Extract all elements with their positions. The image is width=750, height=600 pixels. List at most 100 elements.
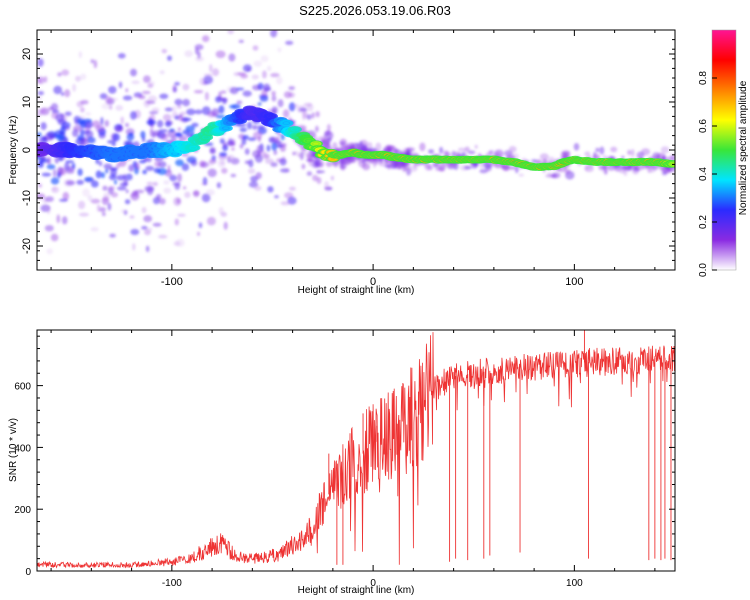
spectrogram-noise-blob (84, 120, 93, 129)
spectrogram-noise-blob (177, 213, 186, 217)
spectrogram-noise-blob (108, 86, 117, 94)
spectrogram-noise-blob (112, 133, 121, 142)
spectrogram-noise-blob (595, 147, 600, 153)
spectrogram-noise-blob (277, 132, 282, 137)
spectrogram-noise-blob (202, 177, 208, 186)
spectrogram-noise-blob (138, 95, 146, 100)
spectrogram-noise-blob (87, 136, 96, 144)
spectrogram-noise-blob (132, 243, 136, 251)
spectrogram-noise-blob (156, 120, 164, 128)
spectrogram-noise-blob (140, 130, 146, 139)
spectrogram-noise-blob (235, 87, 245, 91)
spectrogram-noise-blob (174, 98, 183, 106)
spectrogram-noise-blob (80, 100, 89, 105)
spectrogram-noise-blob (298, 107, 308, 112)
spectrogram-noise-blob (545, 174, 555, 178)
spectrogram-noise-blob (221, 167, 228, 174)
spectrogram-y-tick-label: 10 (21, 96, 33, 108)
spectrogram-noise-blob (280, 201, 291, 206)
spectrogram-noise-blob (439, 146, 444, 154)
spectrogram-noise-blob (326, 124, 331, 132)
spectrogram-noise-blob (197, 51, 201, 59)
spectrogram-noise-blob (261, 89, 268, 97)
spectrogram-noise-blob (65, 180, 76, 186)
spectrogram-noise-blob (398, 166, 402, 170)
colorbar-frame (711, 29, 737, 271)
spectrogram-noise-blob (277, 99, 284, 108)
spectrogram-noise-blob (220, 90, 227, 94)
figure-title: S225.2026.053.19.06.R03 (299, 3, 451, 18)
spectrogram-noise-blob (84, 177, 93, 182)
spectrogram-noise-blob (367, 142, 373, 150)
spectrogram-noise-blob (184, 191, 191, 198)
spectrogram-noise-blob (37, 161, 44, 168)
snr-frame (36, 329, 676, 572)
spectrogram-noise-blob (252, 150, 261, 158)
spectrogram-noise-blob (145, 100, 156, 105)
spectrogram-noise-blob (125, 189, 129, 194)
spectrogram-noise-blob (311, 112, 315, 119)
spectrogram-noise-blob (547, 156, 555, 163)
spectrogram-noise-blob (238, 39, 244, 44)
spectrogram-noise-blob (186, 133, 193, 138)
spectrogram-noise-blob (270, 73, 280, 78)
spectrogram-noise-blob (201, 193, 211, 203)
spectrogram-noise-blob (204, 17, 211, 24)
spectrogram-noise-blob (164, 107, 173, 112)
spectrogram-noise-blob (163, 187, 171, 194)
spectrogram-noise-blob (262, 70, 267, 79)
spectrogram-noise-blob (220, 161, 225, 165)
spectrogram-noise-blob (182, 186, 187, 190)
spectrogram-noise-blob (174, 133, 183, 138)
spectrogram-noise-blob (306, 114, 312, 120)
colorbar-label: Normalized spectral amplitude (738, 80, 749, 215)
spectrogram-noise-blob (110, 97, 119, 101)
spectrogram-noise-blob (38, 183, 42, 188)
spectrogram-noise-blob (182, 117, 192, 122)
spectrogram-noise-blob (178, 135, 188, 142)
spectrogram-ridge-point (245, 115, 251, 119)
spectrogram-noise-blob (57, 72, 62, 77)
spectrogram-noise-blob (315, 111, 320, 118)
snr-x-tick-label: 0 (370, 578, 376, 589)
spectrogram-noise-blob (145, 245, 150, 252)
spectrogram-noise-blob (205, 189, 215, 196)
spectrogram-noise-blob (76, 179, 84, 185)
spectrogram-noise-blob (173, 197, 182, 206)
spectrogram-noise-blob (242, 90, 252, 97)
spectrogram-noise-blob (163, 180, 170, 185)
spectrogram-noise-blob (464, 146, 470, 153)
spectrogram-noise-blob (518, 173, 525, 177)
spectrogram-noise-blob (633, 167, 640, 172)
spectrogram-ridge-point (306, 139, 312, 142)
spectrogram-noise-blob (259, 95, 269, 102)
spectrogram-noise-blob (109, 104, 113, 110)
spectrogram-y-tick-label: -10 (21, 190, 33, 206)
spectrogram-noise-blob (61, 216, 68, 225)
spectrogram-ridge-point (172, 152, 178, 155)
spectrogram-noise-blob (326, 142, 331, 149)
spectrogram-noise-blob (435, 167, 445, 172)
spectrogram-noise-blob (111, 142, 116, 147)
spectrogram-noise-blob (143, 75, 151, 83)
spectrogram-noise-blob (242, 135, 249, 140)
spectrogram-noise-blob (158, 234, 168, 239)
spectrogram-noise-blob (216, 182, 222, 189)
spectrogram-noise-blob (447, 162, 457, 168)
spectrogram-noise-blob (184, 50, 193, 58)
spectrogram-noise-blob (610, 146, 618, 153)
spectrogram-noise-blob (573, 143, 580, 151)
spectrogram-noise-blob (90, 198, 101, 204)
spectrogram-x-axis-label: Height of straight line (km) (298, 285, 415, 296)
spectrogram-noise-blob (147, 227, 153, 232)
spectrogram-noise-blob (209, 64, 213, 73)
spectrogram-noise-blob (285, 40, 294, 46)
spectrogram-noise-blob (244, 160, 251, 165)
spectrogram-noise-blob (252, 84, 261, 91)
spectrogram-noise-blob (142, 169, 148, 175)
colorbar-tick-label: 0.4 (698, 167, 709, 181)
spectrogram-noise-blob (123, 178, 128, 187)
spectrogram-noise-blob (126, 133, 135, 141)
spectrogram-noise-blob (148, 95, 157, 102)
